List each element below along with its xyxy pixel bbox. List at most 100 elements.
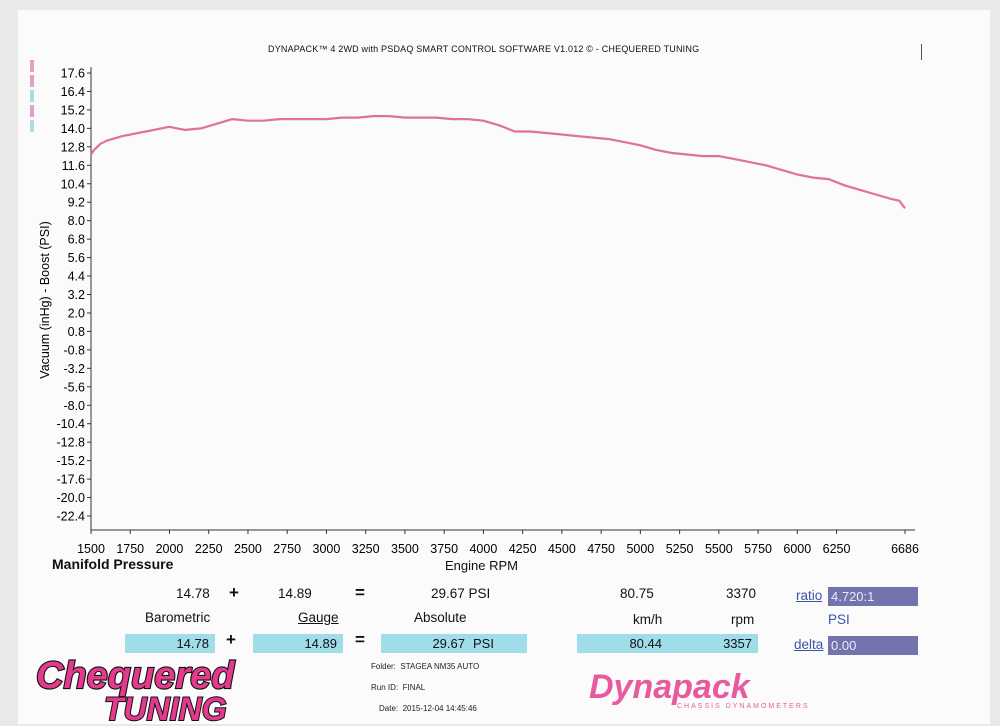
psi-label: PSI xyxy=(828,612,850,627)
x-tick-label: 4500 xyxy=(548,542,576,556)
chart-title: Manifold Pressure xyxy=(52,556,174,572)
gauge-label[interactable]: Gauge xyxy=(298,610,339,625)
y-tick-label: 6.8 xyxy=(68,233,85,247)
y-tick-label: 4.4 xyxy=(68,270,85,284)
y-tick-label: 3.2 xyxy=(68,288,85,302)
cursor-absolute-field[interactable]: 29.67 xyxy=(381,634,471,653)
absolute-value: 29.67 PSI xyxy=(431,586,491,601)
x-tick-label: 5750 xyxy=(744,542,772,556)
x-tick-label: 4750 xyxy=(587,542,615,556)
equals-sign-2: = xyxy=(355,630,365,649)
x-tick-label: 3000 xyxy=(313,542,341,556)
x-tick-group: 1500 1750 2000 2250 2500 2750 3000 3250 3500 3750… xyxy=(77,530,919,556)
y-axis-title: Vacuum (inHg) - Boost (PSI) xyxy=(38,221,52,378)
rpm-unit: rpm xyxy=(731,612,755,627)
run-id-value: FINAL xyxy=(402,683,426,692)
barometric-value: 14.78 xyxy=(176,586,210,601)
y-tick-label: -5.6 xyxy=(63,380,85,394)
x-tick-label: 2250 xyxy=(195,542,223,556)
y-tick-label: -20.0 xyxy=(57,491,86,505)
dynapack-logo-text: Dynapack xyxy=(589,668,752,706)
x-tick-label: 5500 xyxy=(705,542,733,556)
x-tick-label: 6000 xyxy=(783,542,811,556)
x-tick-label: 2000 xyxy=(156,542,184,556)
axis-scale-swatch xyxy=(30,120,34,132)
y-tick-label: 16.4 xyxy=(61,85,85,99)
y-tick-label: -12.8 xyxy=(57,436,86,450)
equals-sign: = xyxy=(355,583,365,602)
folder-label: Folder: xyxy=(371,662,396,671)
axis-scale-swatch xyxy=(30,105,34,117)
folder-value: STAGEA NM35 AUTO xyxy=(400,662,480,671)
barometric-label: Barometric xyxy=(145,610,211,625)
y-tick-label: -3.2 xyxy=(63,362,85,376)
chequered-logo-line1: Chequered xyxy=(36,655,235,697)
y-tick-label: 15.2 xyxy=(61,103,85,117)
absolute-label: Absolute xyxy=(414,610,467,625)
x-tick-label: 5250 xyxy=(666,542,694,556)
dynapack-tagline: CHASSIS DYNAMOMETERS xyxy=(677,703,810,710)
axis-scale-swatch xyxy=(30,75,34,87)
date-label: Date: xyxy=(379,704,399,713)
chequered-tuning-logo: Chequered TUNING xyxy=(35,654,236,722)
x-tick-label: 3750 xyxy=(430,542,458,556)
manifold-pressure-line xyxy=(90,114,906,210)
speed-value: 80.75 xyxy=(620,586,654,601)
axis-scale-swatch xyxy=(30,60,34,72)
y-tick-label: 14.0 xyxy=(61,122,85,136)
y-tick-label: 10.4 xyxy=(61,177,85,191)
x-tick-label: 4000 xyxy=(469,542,497,556)
chart-axes xyxy=(30,60,915,531)
x-tick-label: 4250 xyxy=(509,542,537,556)
run-id-row: Run ID: FINAL xyxy=(371,683,425,692)
date-row: Date: 2015-12-04 14:45:46 xyxy=(379,704,477,713)
x-axis-title: Engine RPM xyxy=(445,558,518,573)
curve-group xyxy=(90,114,906,210)
x-tick-label: 3250 xyxy=(352,542,380,556)
x-tick-label: 2750 xyxy=(273,542,301,556)
y-tick-label: 11.6 xyxy=(62,159,85,173)
x-tick-label: 1750 xyxy=(116,542,144,556)
y-tick-label: -17.6 xyxy=(57,473,86,487)
y-tick-label: -0.8 xyxy=(63,343,85,357)
x-tick-label: 3500 xyxy=(391,542,419,556)
dynapack-logo: Dynapack CHASSIS DYNAMOMETERS xyxy=(589,668,810,710)
y-tick-label: 8.0 xyxy=(68,214,85,228)
y-tick-label: 9.2 xyxy=(68,196,85,210)
x-tick-label: 6250 xyxy=(823,542,851,556)
x-tick-label: 1500 xyxy=(77,542,105,556)
y-tick-label: -22.4 xyxy=(57,510,86,524)
cursor-barometric-field[interactable]: 14.78 xyxy=(125,634,215,653)
delta-value[interactable]: 0.00 xyxy=(828,636,918,655)
y-tick-group: 17.6 16.4 15.2 14.0 12.8 11.6 10.4 9.2 8.0 6.8 5.6… xyxy=(57,67,91,524)
y-tick-label: 12.8 xyxy=(61,140,85,154)
x-tick-label: 5000 xyxy=(626,542,654,556)
cursor-rpm-field[interactable]: 3357 xyxy=(668,634,758,653)
axis-scale-swatch xyxy=(30,90,34,102)
gauge-value: 14.89 xyxy=(278,586,312,601)
y-tick-label: 0.8 xyxy=(68,325,85,339)
cursor-gauge-field[interactable]: 14.89 xyxy=(253,634,343,653)
plus-sign-2: + xyxy=(226,630,236,649)
y-tick-label: -10.4 xyxy=(57,417,86,431)
ratio-label[interactable]: ratio xyxy=(796,588,823,603)
delta-label[interactable]: delta xyxy=(794,637,824,652)
x-tick-label: 2500 xyxy=(234,542,262,556)
folder-row: Folder: STAGEA NM35 AUTO xyxy=(371,662,479,671)
run-id-label: Run ID: xyxy=(371,683,399,692)
cursor-absolute-unit: PSI xyxy=(471,634,527,653)
y-tick-label: -15.2 xyxy=(57,454,86,468)
plus-sign: + xyxy=(229,583,239,602)
y-tick-label: 2.0 xyxy=(68,306,85,320)
x-tick-label: 6686 xyxy=(891,542,919,556)
y-tick-label: -8.0 xyxy=(63,399,85,413)
software-header: DYNAPACK™ 4 2WD with PSDAQ SMART CONTROL… xyxy=(268,44,700,54)
y-tick-label: 5.6 xyxy=(68,251,85,265)
date-value: 2015-12-04 14:45:46 xyxy=(402,704,477,713)
cursor-speed-field[interactable]: 80.44 xyxy=(577,634,668,653)
y-tick-label: 17.6 xyxy=(61,67,85,81)
chequered-logo-line2: TUNING xyxy=(104,691,227,722)
corner-mark xyxy=(921,44,922,60)
ratio-value[interactable]: 4.720:1 xyxy=(828,587,918,606)
